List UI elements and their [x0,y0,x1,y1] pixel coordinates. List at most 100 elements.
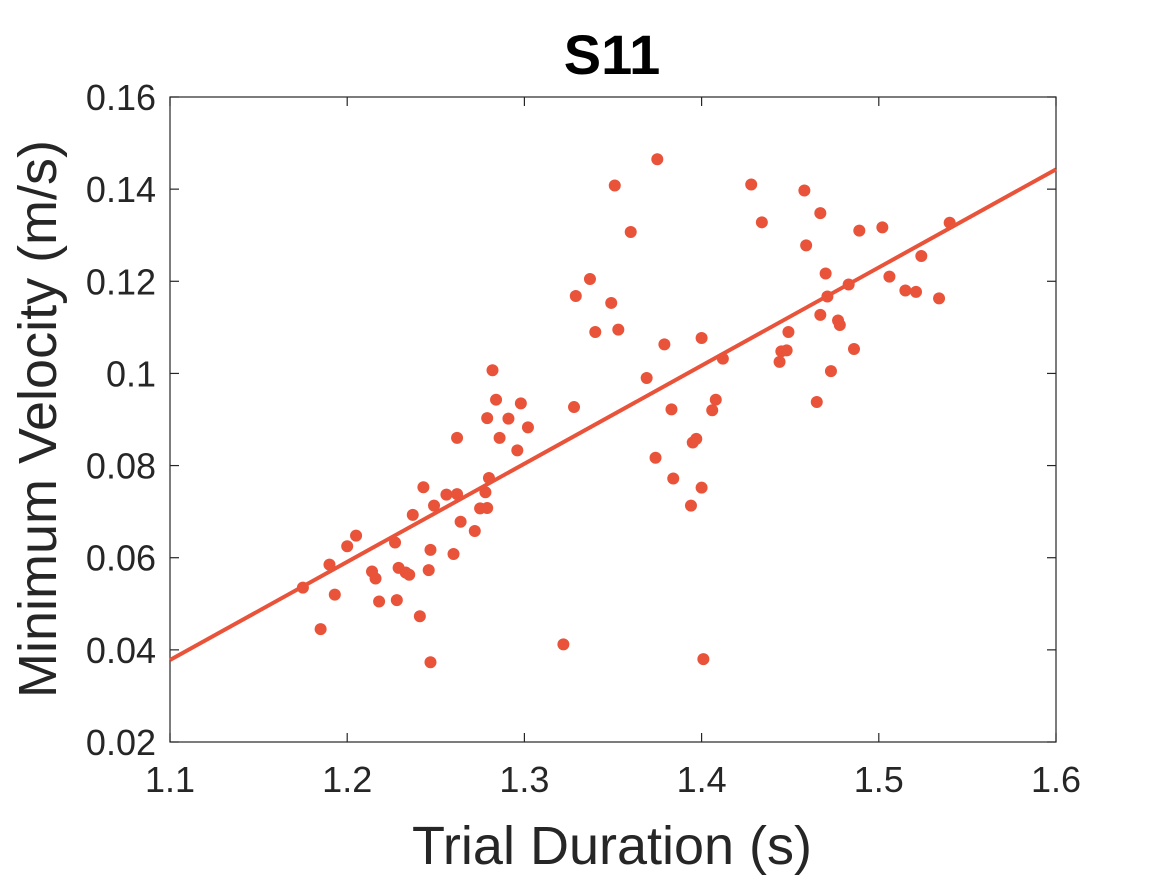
data-point [810,395,823,408]
data-point [373,595,386,608]
y-tick-label: 0.14 [86,169,156,210]
data-point [557,638,570,651]
data-point [706,404,719,417]
data-point [612,323,625,336]
data-point [745,178,758,191]
data-point [814,207,827,220]
x-tick-label: 1.3 [499,759,549,800]
y-tick-label: 0.1 [106,353,156,394]
axis-ticks [169,96,1057,743]
data-point [649,451,662,464]
data-point [709,393,722,406]
data-points [296,153,956,669]
data-point [481,412,494,425]
data-point [755,216,768,229]
data-point [910,285,923,298]
data-point [569,290,582,303]
data-point [417,481,430,494]
fit-line [169,167,1057,662]
data-point [883,270,896,283]
data-point [915,249,928,262]
data-point [821,290,834,303]
data-point [833,319,846,332]
data-point [521,421,534,434]
data-point [323,558,336,571]
data-point [605,296,618,309]
y-tick-label: 0.06 [86,538,156,579]
data-point [390,594,403,607]
data-point [814,308,827,321]
data-point [482,472,495,485]
data-point [716,352,729,365]
data-point [658,338,671,351]
data-point [824,365,837,378]
y-tick-label: 0.04 [86,630,156,671]
data-point [296,581,309,594]
data-point [447,548,460,561]
data-point [490,393,503,406]
y-tick-labels: 0.02 0.04 0.06 0.08 0.1 0.12 0.14 0.16 [86,77,156,763]
data-point [440,488,453,501]
data-point [842,278,855,291]
data-point [424,656,437,669]
x-tick-label: 1.6 [1031,759,1081,800]
data-point [800,239,813,252]
data-point [667,472,680,485]
data-point [640,372,653,385]
data-point [328,588,341,601]
data-point [422,564,435,577]
y-tick-label: 0.08 [86,446,156,487]
data-point [369,572,382,585]
data-point [451,488,464,501]
data-point [314,623,327,636]
data-point [819,267,832,280]
data-point [493,431,506,444]
data-point [624,225,637,238]
data-point [608,179,621,192]
data-point [684,499,697,512]
data-point [424,543,437,556]
plot-area [169,96,1057,743]
data-point [876,221,889,234]
data-point [350,529,363,542]
data-point [406,508,419,521]
data-point [451,431,464,444]
x-tick-label: 1.2 [322,759,372,800]
data-point [847,343,860,356]
data-point [341,540,354,553]
data-point [511,444,524,457]
data-point [468,524,481,537]
data-point [514,397,527,410]
data-point [773,355,786,368]
x-tick-label: 1.4 [677,759,727,800]
data-point [413,610,426,623]
data-point [933,292,946,305]
data-point [780,344,793,357]
y-tick-label: 0.16 [86,77,156,118]
data-point [665,403,678,416]
x-tick-label: 1.5 [854,759,904,800]
x-tick-labels: 1.1 1.2 1.3 1.4 1.5 1.6 [145,759,1081,800]
data-point [695,481,708,494]
data-point [479,486,492,499]
data-point [943,216,956,229]
data-point [690,432,703,445]
chart-title: S11 [564,23,661,86]
data-point [695,331,708,344]
data-point [502,412,515,425]
data-point [589,325,602,338]
data-point [428,499,441,512]
x-tick-label: 1.1 [145,759,195,800]
y-tick-label: 0.02 [86,722,156,763]
data-point [853,224,866,237]
y-axis-label: Minimum Velocity (m/s) [8,140,68,698]
fit-line-layer [169,167,1057,662]
x-axis-label: Trial Duration (s) [412,816,812,875]
data-point [782,325,795,338]
data-point [389,536,402,549]
data-point [798,184,811,197]
data-point [899,284,912,297]
data-point [486,364,499,377]
data-point [583,272,596,285]
